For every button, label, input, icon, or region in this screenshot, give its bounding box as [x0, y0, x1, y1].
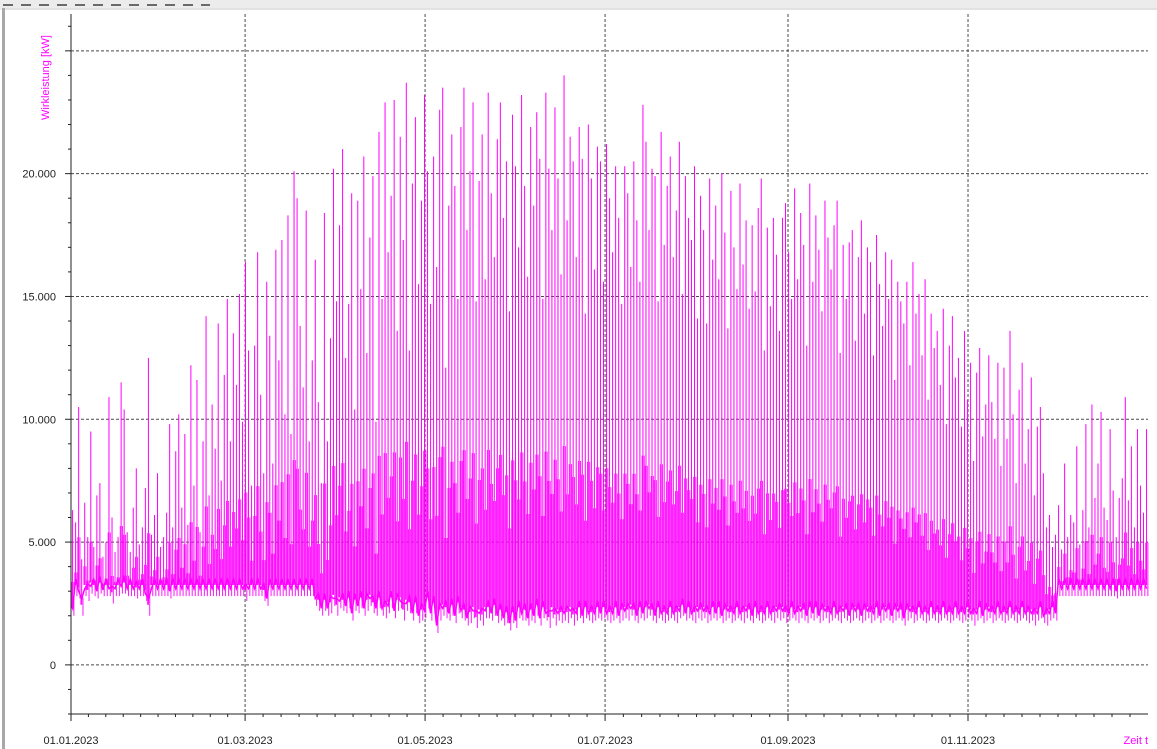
- x-tick-label: 01.11.2023: [941, 735, 995, 747]
- axes: [65, 14, 1148, 721]
- x-tick-label: 01.05.2023: [398, 735, 453, 747]
- x-axis-label: Zeit t: [1124, 735, 1148, 747]
- y-tick-label: 15.000: [22, 291, 56, 303]
- x-tick-label: 01.01.2023: [43, 735, 98, 747]
- y-axis-label: Wirkleistung [kW]: [40, 35, 52, 120]
- y-tick-label: 5.000: [28, 537, 56, 549]
- x-tick-label: 01.03.2023: [218, 735, 273, 747]
- top-strip: [0, 0, 1157, 10]
- y-tick-label: 10.000: [22, 414, 56, 426]
- series-daily-peaks: [72, 75, 1148, 622]
- series-band: [71, 441, 1147, 622]
- series-baseline: [70, 573, 1148, 626]
- left-frame-border: [2, 8, 5, 749]
- y-tick-label: 0: [50, 660, 56, 672]
- series-layer: [70, 75, 1149, 633]
- labels: 0 5.000 10.000 15.000 20.000 01.01.2023 01.03.…: [22, 35, 1148, 747]
- y-tick-label: 20.000: [22, 169, 56, 181]
- x-tick-label: 01.09.2023: [760, 735, 815, 747]
- x-tick-label: 01.07.2023: [578, 735, 633, 747]
